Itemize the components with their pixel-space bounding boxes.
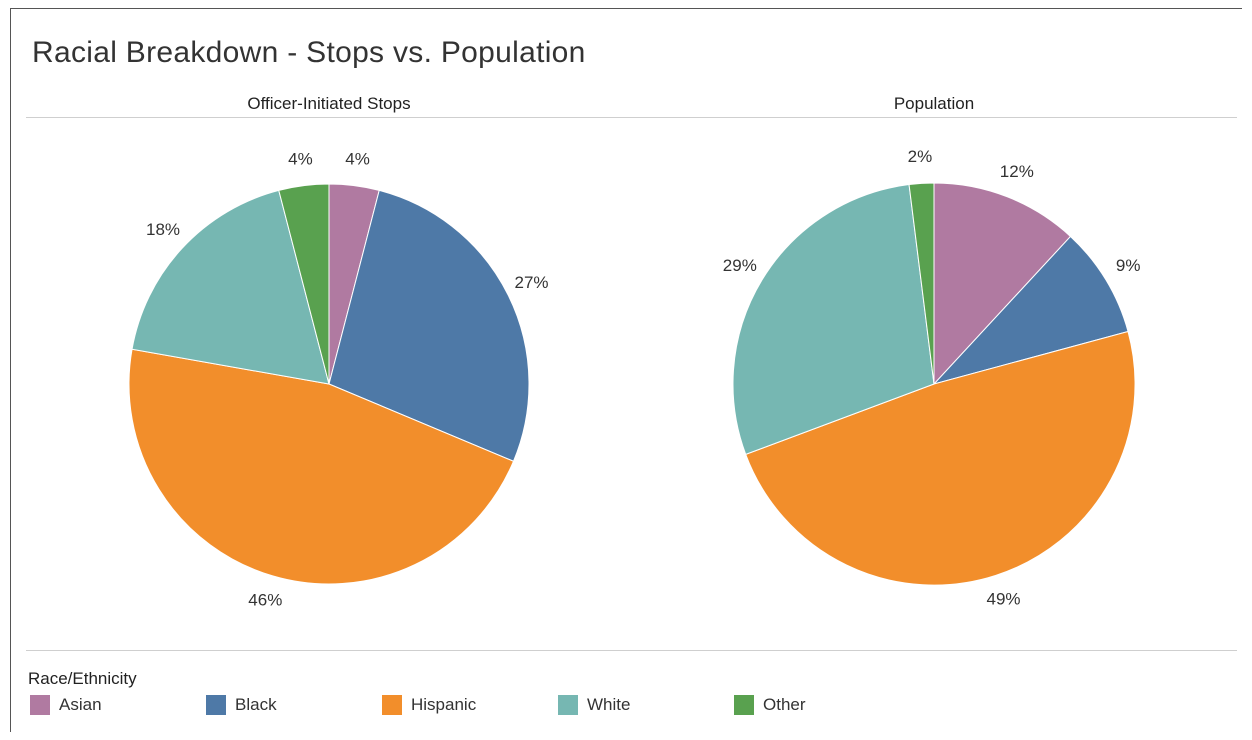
pie-slice-population-other[interactable] bbox=[908, 182, 935, 385]
legend-swatch-black bbox=[206, 695, 226, 715]
legend-item-asian[interactable]: Asian bbox=[30, 694, 102, 716]
pie-slice-stops-white[interactable] bbox=[131, 189, 330, 385]
pie-label-population-asian: 12% bbox=[1000, 162, 1034, 181]
pie-label-stops-asian: 4% bbox=[345, 149, 370, 168]
pie-label-stops-other: 4% bbox=[288, 149, 313, 168]
legend-title: Race/Ethnicity bbox=[28, 669, 137, 688]
pie-slice-population-asian[interactable] bbox=[933, 182, 1072, 386]
pie-label-population-black: 9% bbox=[1116, 256, 1141, 275]
legend-swatch-white bbox=[558, 695, 578, 715]
pie-label-stops-white: 18% bbox=[146, 220, 180, 239]
pie-slice-population-black[interactable] bbox=[932, 235, 1129, 385]
dashboard-frame bbox=[10, 8, 1242, 732]
legend-swatch-hispanic bbox=[382, 695, 402, 715]
pie-slice-stops-black[interactable] bbox=[328, 189, 530, 462]
pie-slice-stops-other[interactable] bbox=[278, 183, 330, 385]
dashboard-title: Racial Breakdown - Stops vs. Population bbox=[32, 36, 586, 69]
header-divider bbox=[26, 117, 1237, 118]
legend-swatch-other bbox=[734, 695, 754, 715]
chart-title-population: Population bbox=[893, 94, 975, 113]
pie-label-stops-hispanic: 46% bbox=[248, 590, 282, 609]
legend-label-other: Other bbox=[763, 695, 806, 714]
pie-slice-population-hispanic[interactable] bbox=[745, 330, 1136, 586]
legend-item-other[interactable]: Other bbox=[734, 694, 806, 716]
pie-label-population-hispanic: 49% bbox=[986, 590, 1020, 609]
legend-swatch-asian bbox=[30, 695, 50, 715]
legend-label-white: White bbox=[587, 695, 631, 714]
legend-item-hispanic[interactable]: Hispanic bbox=[382, 694, 476, 716]
legend-label-hispanic: Hispanic bbox=[411, 695, 477, 714]
pie-slice-population-white[interactable] bbox=[732, 183, 935, 456]
legend-divider bbox=[26, 650, 1237, 651]
legend-label-black: Black bbox=[235, 695, 277, 714]
pie-label-stops-black: 27% bbox=[514, 273, 548, 292]
legend-item-white[interactable]: White bbox=[558, 694, 630, 716]
pie-label-population-other: 2% bbox=[908, 147, 933, 166]
chart-title-stops: Officer-Initiated Stops bbox=[247, 94, 411, 113]
legend-label-asian: Asian bbox=[59, 695, 102, 714]
pie-slice-stops-hispanic[interactable] bbox=[128, 348, 515, 585]
legend-item-black[interactable]: Black bbox=[206, 694, 277, 716]
pie-label-population-white: 29% bbox=[723, 256, 757, 275]
